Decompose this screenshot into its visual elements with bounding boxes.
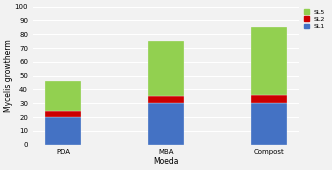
Bar xyxy=(251,103,287,144)
Bar xyxy=(251,27,287,95)
Bar xyxy=(148,96,184,103)
X-axis label: Moeda: Moeda xyxy=(153,157,179,166)
Bar xyxy=(45,112,81,117)
Legend: SL5, SL2, SL1: SL5, SL2, SL1 xyxy=(301,7,328,32)
Bar xyxy=(148,41,184,96)
Bar xyxy=(45,117,81,144)
Bar xyxy=(148,103,184,144)
Bar xyxy=(251,95,287,103)
Y-axis label: Mycelis growtherm: Mycelis growtherm xyxy=(4,39,13,112)
Bar xyxy=(45,81,81,112)
